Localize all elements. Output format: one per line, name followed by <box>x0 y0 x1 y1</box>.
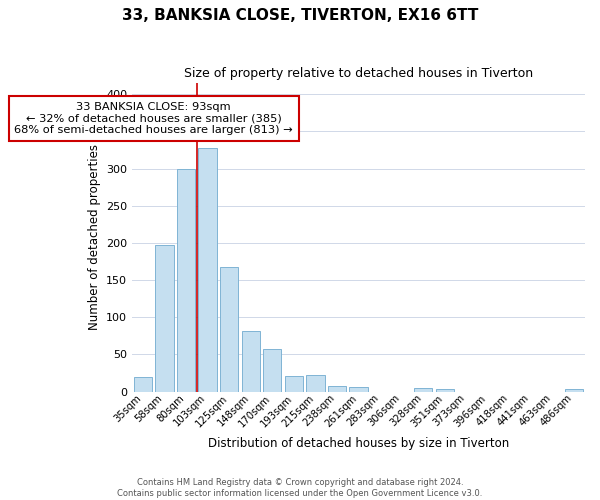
Bar <box>155 245 173 392</box>
Bar <box>436 388 454 392</box>
Bar <box>199 148 217 392</box>
Title: Size of property relative to detached houses in Tiverton: Size of property relative to detached ho… <box>184 68 533 80</box>
Y-axis label: Number of detached properties: Number of detached properties <box>88 144 101 330</box>
Bar <box>285 376 303 392</box>
Text: 33 BANKSIA CLOSE: 93sqm
← 32% of detached houses are smaller (385)
68% of semi-d: 33 BANKSIA CLOSE: 93sqm ← 32% of detache… <box>14 102 293 135</box>
Bar <box>220 266 238 392</box>
Bar <box>177 168 195 392</box>
Bar <box>414 388 433 392</box>
Bar <box>263 350 281 392</box>
Bar <box>242 330 260 392</box>
Bar <box>565 390 583 392</box>
Bar <box>134 377 152 392</box>
Bar <box>328 386 346 392</box>
Text: 33, BANKSIA CLOSE, TIVERTON, EX16 6TT: 33, BANKSIA CLOSE, TIVERTON, EX16 6TT <box>122 8 478 22</box>
Bar <box>349 387 368 392</box>
Bar <box>306 374 325 392</box>
X-axis label: Distribution of detached houses by size in Tiverton: Distribution of detached houses by size … <box>208 437 509 450</box>
Text: Contains HM Land Registry data © Crown copyright and database right 2024.
Contai: Contains HM Land Registry data © Crown c… <box>118 478 482 498</box>
